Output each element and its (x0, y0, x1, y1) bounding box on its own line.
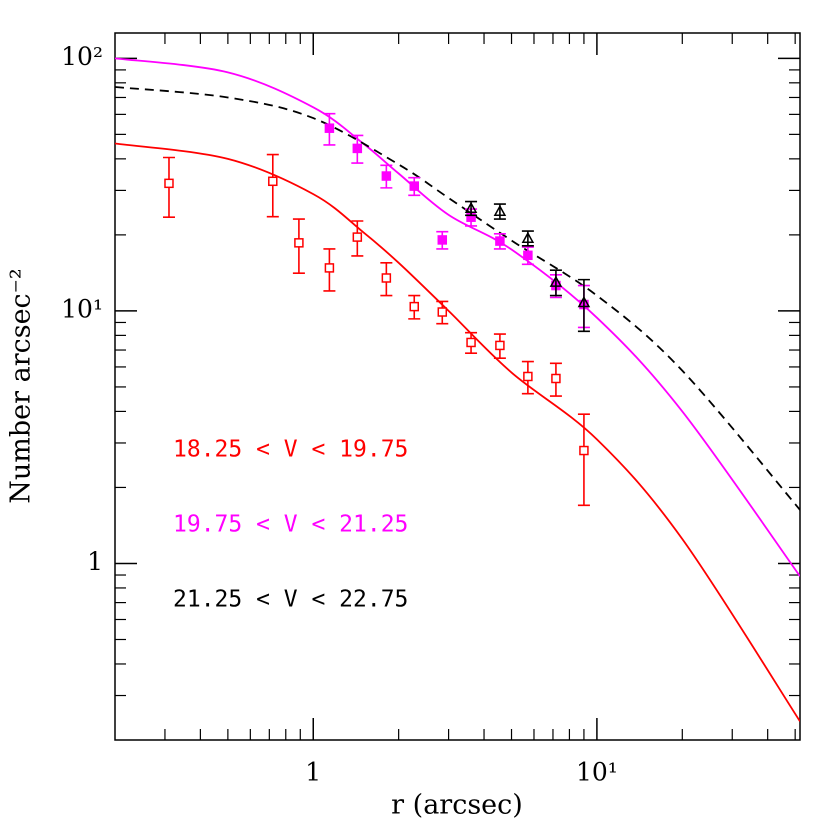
marker (164, 178, 174, 189)
marker (493, 204, 507, 217)
error-bar (577, 278, 590, 333)
marker (523, 250, 533, 261)
y-tick-label: 10² (61, 42, 103, 71)
marker (352, 232, 363, 242)
marker (577, 295, 591, 308)
y-tick-label: 10¹ (61, 294, 103, 323)
marker (579, 445, 589, 456)
model-curve (115, 142, 800, 722)
marker (352, 143, 363, 154)
marker (549, 275, 563, 287)
marker (294, 238, 304, 248)
legend-entry: 18.25 < V < 19.75 (173, 437, 408, 463)
marker (268, 176, 278, 187)
marker (381, 273, 392, 283)
y-tick-label: 1 (87, 547, 103, 576)
marker (437, 307, 448, 317)
model-curve (115, 86, 800, 511)
model-curve (115, 57, 800, 577)
legend-entry: 21.25 < V < 22.75 (173, 587, 408, 613)
marker (324, 123, 335, 133)
marker (381, 171, 392, 181)
x-tick-label: 10¹ (576, 758, 618, 787)
error-bar (549, 269, 562, 297)
marker (523, 371, 533, 382)
marker (409, 301, 419, 312)
marker (466, 337, 476, 348)
marker (521, 231, 535, 243)
marker (409, 181, 419, 191)
legend-entry: 19.75 < V < 21.25 (173, 512, 408, 538)
x-axis-label: r (arcsec) (391, 790, 523, 821)
marker (324, 263, 335, 273)
plot-frame (114, 32, 801, 741)
x-tick-label: 1 (305, 758, 321, 787)
marker (464, 201, 478, 213)
marker (495, 340, 505, 351)
marker (437, 235, 448, 245)
marker (495, 236, 505, 246)
y-axis-label: Number arcsec⁻² (6, 268, 37, 504)
error-bar (577, 413, 590, 507)
marker (551, 373, 561, 384)
